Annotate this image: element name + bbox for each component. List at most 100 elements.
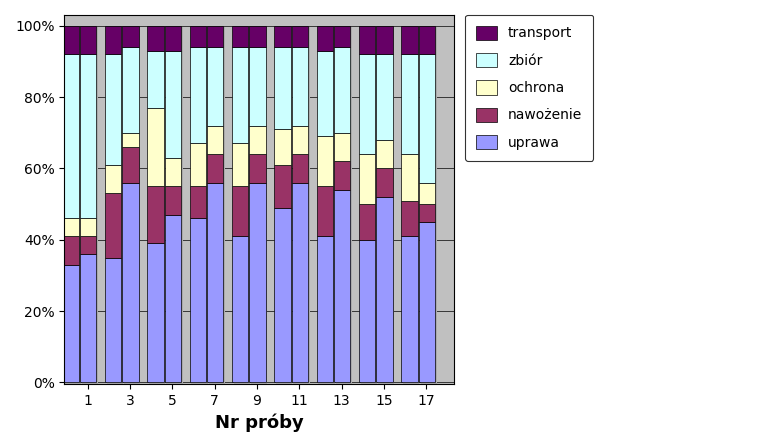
Bar — [207, 183, 224, 383]
Bar — [63, 236, 79, 265]
Bar — [291, 126, 308, 154]
Bar — [64, 27, 81, 384]
Bar — [359, 25, 375, 54]
Legend: transport, zbiór, ochrona, nawożenie, uprawa: transport, zbiór, ochrona, nawożenie, up… — [465, 15, 594, 161]
Bar — [419, 54, 435, 183]
Bar — [80, 218, 96, 236]
Bar — [232, 25, 248, 47]
Bar — [82, 27, 98, 384]
Bar — [63, 265, 79, 383]
Bar — [359, 204, 375, 240]
Bar — [334, 161, 350, 190]
Bar — [401, 25, 417, 54]
Bar — [317, 51, 333, 136]
Bar — [147, 108, 163, 186]
Bar — [291, 25, 308, 47]
Bar — [122, 25, 139, 47]
Bar — [251, 27, 267, 384]
Bar — [165, 186, 181, 215]
Bar — [401, 201, 417, 236]
Bar — [419, 204, 435, 222]
Bar — [336, 27, 353, 384]
Bar — [250, 126, 266, 154]
Bar — [317, 186, 333, 236]
Bar — [291, 183, 308, 383]
Bar — [165, 215, 181, 383]
Bar — [105, 194, 121, 257]
Bar — [147, 186, 163, 243]
Bar — [207, 25, 224, 47]
Bar — [190, 47, 206, 143]
Bar — [232, 236, 248, 383]
Bar — [63, 54, 79, 218]
Bar — [334, 25, 350, 47]
Bar — [166, 27, 182, 384]
Bar — [122, 147, 139, 183]
Bar — [334, 47, 350, 133]
Bar — [207, 47, 224, 126]
Bar — [80, 236, 96, 254]
Bar — [165, 51, 181, 158]
Bar — [401, 236, 417, 383]
Bar — [209, 27, 225, 384]
Bar — [190, 218, 206, 383]
Bar — [359, 154, 375, 204]
Bar — [376, 54, 393, 140]
Bar — [376, 169, 393, 197]
Bar — [250, 154, 266, 183]
Bar — [317, 136, 333, 186]
Bar — [276, 27, 292, 384]
Bar — [361, 27, 377, 384]
Bar — [419, 183, 435, 204]
Bar — [250, 183, 266, 383]
Bar — [165, 25, 181, 51]
Bar — [317, 236, 333, 383]
Bar — [63, 218, 79, 236]
Bar — [359, 240, 375, 383]
Bar — [147, 25, 163, 51]
Bar — [207, 126, 224, 154]
Bar — [190, 25, 206, 47]
Bar — [80, 25, 96, 54]
Bar — [232, 47, 248, 143]
Bar — [419, 25, 435, 54]
Bar — [318, 27, 335, 384]
Bar — [250, 47, 266, 126]
Bar — [359, 54, 375, 154]
Bar — [122, 133, 139, 147]
Bar — [80, 254, 96, 383]
Bar — [232, 143, 248, 186]
Bar — [376, 197, 393, 383]
Bar — [105, 257, 121, 383]
Bar — [250, 25, 266, 47]
Bar — [122, 183, 139, 383]
Bar — [317, 25, 333, 51]
Bar — [291, 47, 308, 126]
Bar — [105, 25, 121, 54]
Bar — [190, 143, 206, 186]
Bar — [147, 243, 163, 383]
X-axis label: Nr próby: Nr próby — [215, 413, 304, 432]
Bar — [207, 154, 224, 183]
Bar — [190, 186, 206, 218]
Bar — [233, 27, 250, 384]
Bar — [275, 208, 291, 383]
Bar — [232, 186, 248, 236]
Bar — [63, 25, 79, 54]
Bar — [334, 133, 350, 161]
Bar — [275, 165, 291, 208]
Bar — [334, 190, 350, 383]
Bar — [147, 51, 163, 108]
Bar — [275, 47, 291, 129]
Bar — [165, 158, 181, 186]
Bar — [420, 27, 437, 384]
Bar — [275, 25, 291, 47]
Bar — [149, 27, 166, 384]
Bar — [105, 165, 121, 194]
Bar — [401, 54, 417, 154]
Bar — [294, 27, 310, 384]
Bar — [80, 54, 96, 218]
Bar — [192, 27, 208, 384]
Bar — [376, 25, 393, 54]
Bar — [291, 154, 308, 183]
